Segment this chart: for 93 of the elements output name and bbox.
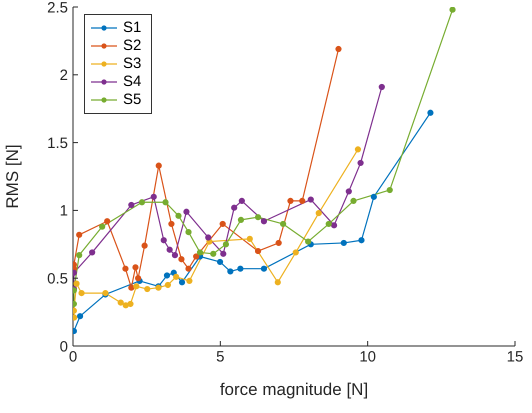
point (127, 300, 134, 308)
point (237, 266, 244, 272)
point (133, 283, 140, 290)
point (316, 210, 322, 216)
point (132, 264, 139, 270)
point (99, 224, 106, 230)
point (370, 194, 377, 200)
y-axis-title: RMS [N] (3, 144, 22, 209)
point (178, 256, 185, 262)
point (122, 302, 129, 308)
point (142, 242, 148, 249)
point (166, 246, 173, 253)
point (358, 237, 365, 244)
point (326, 220, 332, 228)
point (210, 250, 216, 257)
point (175, 212, 182, 219)
point (287, 198, 294, 204)
point (76, 232, 82, 238)
point (168, 220, 175, 228)
point (335, 46, 342, 52)
point (274, 279, 281, 286)
point (340, 240, 347, 246)
point (122, 266, 129, 272)
point (449, 7, 456, 13)
point (220, 250, 226, 257)
point (227, 268, 234, 275)
point (185, 228, 192, 236)
point (76, 252, 82, 258)
point (164, 272, 170, 279)
point (160, 237, 167, 244)
point (178, 279, 186, 286)
x-tick-label: 5 (216, 348, 225, 366)
legend-label: S2 (123, 37, 142, 55)
point (427, 110, 434, 116)
point (254, 214, 262, 220)
point (196, 249, 204, 256)
point (222, 241, 230, 248)
point (156, 162, 162, 169)
point (238, 198, 245, 204)
point (305, 238, 312, 245)
point (76, 313, 84, 320)
point (128, 202, 134, 208)
point (231, 204, 238, 211)
point (246, 236, 253, 242)
legend-label: S3 (123, 55, 142, 73)
point (292, 249, 299, 256)
x-tick-label: 10 (359, 348, 376, 366)
legend-label: S1 (123, 19, 142, 37)
point (205, 234, 212, 241)
point (220, 220, 226, 228)
y-tick-label: 1 (60, 202, 68, 220)
point (135, 275, 142, 282)
point (89, 249, 96, 256)
point (78, 290, 85, 296)
point (276, 240, 282, 246)
point (346, 188, 352, 195)
y-tick-label: 0.5 (47, 270, 68, 288)
point (138, 199, 146, 206)
point (330, 222, 338, 228)
point (357, 160, 364, 166)
point (183, 208, 190, 215)
point (260, 218, 268, 224)
point (118, 300, 124, 306)
point (350, 198, 357, 204)
point (172, 252, 178, 258)
x-tick-label: 15 (506, 348, 524, 366)
point (104, 218, 110, 224)
point (386, 186, 393, 194)
point (299, 198, 306, 204)
point (193, 253, 200, 260)
point (162, 199, 169, 206)
point (280, 220, 286, 228)
point (216, 258, 224, 266)
point (238, 216, 244, 223)
y-tick-label: 1.5 (47, 134, 68, 152)
point (254, 248, 262, 254)
point (150, 194, 157, 200)
point (308, 196, 314, 203)
legend-label: S5 (123, 91, 142, 109)
point (164, 282, 171, 288)
legend-label: S4 (123, 73, 142, 91)
point (185, 266, 192, 272)
point (144, 286, 150, 292)
y-tick-label: 2 (60, 67, 68, 84)
point (378, 84, 385, 90)
point (186, 278, 192, 284)
x-axis-title: force magnitude [N] (220, 380, 368, 399)
point (260, 266, 268, 272)
point (173, 274, 180, 280)
y-tick-label: 2.5 (47, 0, 68, 16)
point (128, 284, 134, 291)
point (73, 280, 80, 287)
point (354, 146, 362, 152)
